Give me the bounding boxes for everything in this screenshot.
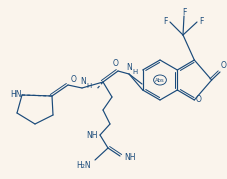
- Text: N: N: [126, 62, 131, 71]
- Text: NH: NH: [124, 153, 135, 161]
- Text: F: F: [163, 17, 167, 26]
- Text: Abs: Abs: [154, 78, 164, 83]
- Text: NH: NH: [86, 130, 97, 139]
- Text: H: H: [132, 69, 137, 75]
- Text: F: F: [198, 17, 202, 26]
- Text: H: H: [86, 83, 91, 89]
- Text: O: O: [220, 61, 226, 69]
- Text: O: O: [195, 96, 201, 105]
- Text: O: O: [71, 74, 76, 83]
- Text: O: O: [113, 59, 118, 67]
- Text: F: F: [181, 8, 185, 17]
- Text: H₂N: H₂N: [76, 161, 91, 171]
- Text: HN: HN: [10, 90, 22, 99]
- Text: N: N: [80, 76, 86, 86]
